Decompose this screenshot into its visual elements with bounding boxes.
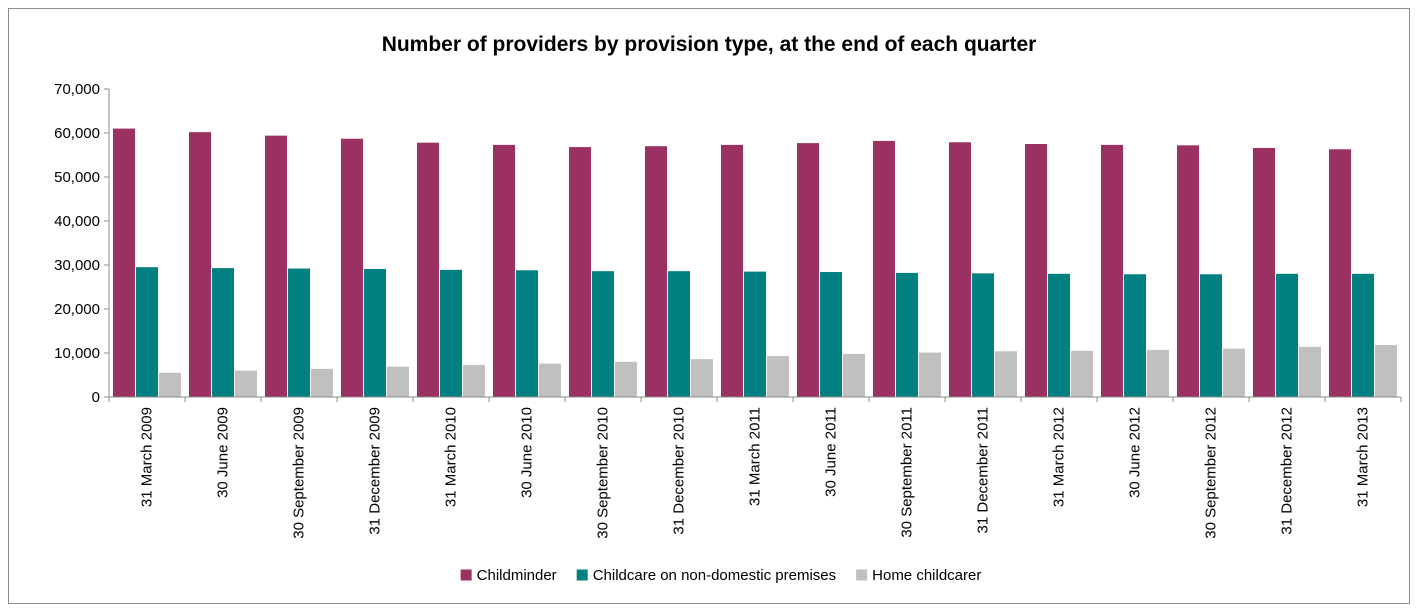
- bar: [1177, 145, 1199, 397]
- bar: [919, 352, 941, 397]
- bar: [440, 269, 462, 397]
- x-tick-label: 30 June 2009: [215, 407, 232, 498]
- bar: [463, 364, 485, 397]
- bars: [113, 128, 1397, 398]
- bar: [592, 271, 614, 397]
- bar: [387, 366, 409, 397]
- bar: [1299, 346, 1321, 397]
- bar: [311, 368, 333, 397]
- bar: [212, 268, 234, 397]
- x-tick-label: 31 March 2010: [443, 407, 460, 507]
- bar: [1124, 274, 1146, 397]
- x-tick-label: 30 September 2012: [1203, 407, 1220, 539]
- bar: [995, 351, 1017, 397]
- bar: [1147, 349, 1169, 397]
- legend-swatch: [460, 569, 472, 581]
- legend-swatch: [856, 569, 868, 581]
- bar: [767, 356, 789, 397]
- bar: [136, 267, 158, 397]
- bar: [843, 353, 865, 397]
- bar: [1101, 144, 1123, 397]
- y-tick-label: 50,000: [54, 169, 100, 186]
- y-tick-label: 30,000: [54, 257, 100, 274]
- bar: [615, 361, 637, 397]
- bar: [1223, 348, 1245, 397]
- bar: [1048, 273, 1070, 397]
- bar: [721, 144, 743, 397]
- bar: [341, 138, 363, 397]
- bar: [235, 370, 257, 397]
- bar: [539, 363, 561, 397]
- bar: [159, 372, 181, 397]
- x-tick-label: 30 September 2009: [291, 407, 308, 539]
- bar: [288, 268, 310, 397]
- legend-swatch: [576, 569, 588, 581]
- y-axis: 0 10,000 20,000 30,000 40,000 50,000 60,000 70,…: [54, 81, 110, 406]
- bar: [873, 140, 895, 398]
- x-tick-label: 31 December 2010: [671, 407, 688, 535]
- bar: [668, 271, 690, 397]
- x-tick-label: 30 June 2011: [823, 407, 840, 497]
- x-tick-label: 30 June 2010: [519, 407, 536, 498]
- bar: [820, 272, 842, 397]
- chart-frame: Number of providers by provision type, a…: [8, 8, 1410, 604]
- x-tick-label: 31 March 2011: [747, 407, 764, 506]
- x-tick-label: 31 March 2009: [139, 407, 156, 507]
- bar: [569, 147, 591, 397]
- legend-label: Childcare on non-domestic premises: [593, 567, 836, 584]
- x-tick-label: 31 December 2012: [1279, 407, 1296, 535]
- bar: [1352, 273, 1374, 397]
- x-axis: 31 March 2009 30 June 2009 30 September 20…: [108, 396, 1402, 539]
- y-tick-label: 0: [92, 389, 100, 406]
- bar: [744, 271, 766, 397]
- bar: [797, 143, 819, 397]
- bar: [972, 273, 994, 397]
- x-tick-label: 31 December 2009: [367, 407, 384, 535]
- x-tick-label: 31 March 2013: [1355, 407, 1372, 507]
- bar: [691, 359, 713, 397]
- y-tick-label: 10,000: [54, 345, 100, 362]
- bar-chart: Number of providers by provision type, a…: [54, 33, 1402, 584]
- bar: [896, 272, 918, 397]
- bar: [113, 128, 135, 397]
- bar: [1329, 149, 1351, 397]
- chart-title: Number of providers by provision type, a…: [382, 33, 1037, 56]
- bar: [1025, 144, 1047, 397]
- bar: [516, 270, 538, 397]
- bar: [645, 146, 667, 397]
- x-tick-label: 30 June 2012: [1127, 407, 1144, 498]
- bar: [1071, 350, 1093, 397]
- x-tick-label: 31 March 2012: [1051, 407, 1068, 507]
- x-tick-label: 30 September 2010: [595, 407, 612, 539]
- bar: [189, 132, 211, 397]
- legend: Childminder Childcare on non-domestic pre…: [460, 567, 981, 584]
- bar: [265, 135, 287, 397]
- legend-label: Home childcarer: [872, 567, 981, 584]
- bar: [364, 268, 386, 397]
- bar: [417, 142, 439, 397]
- y-tick-label: 70,000: [54, 81, 100, 98]
- y-tick-label: 40,000: [54, 213, 100, 230]
- bar: [949, 142, 971, 397]
- bar: [1253, 147, 1275, 397]
- bar: [493, 144, 515, 397]
- x-tick-label: 30 September 2011: [899, 407, 916, 538]
- y-tick-label: 20,000: [54, 301, 100, 318]
- bar: [1276, 273, 1298, 397]
- bar: [1375, 345, 1397, 397]
- bar: [1200, 274, 1222, 397]
- legend-label: Childminder: [477, 567, 557, 584]
- x-tick-label: 31 December 2011: [975, 407, 992, 533]
- y-tick-label: 60,000: [54, 125, 100, 142]
